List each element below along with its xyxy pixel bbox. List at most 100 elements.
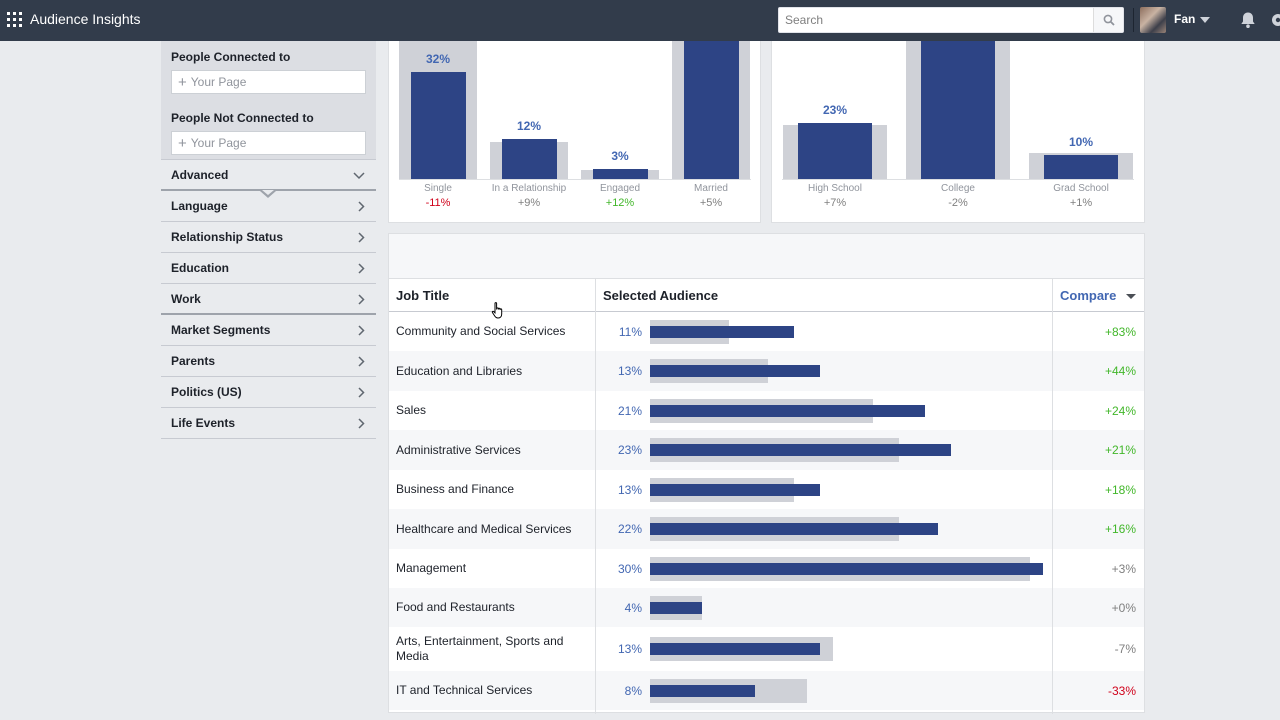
sidebar-item-politics[interactable]: Politics (US): [161, 377, 376, 408]
app-title[interactable]: Audience Insights: [30, 11, 141, 27]
sidebar-item-relationship-status[interactable]: Relationship Status: [161, 222, 376, 253]
connected-page-input[interactable]: + Your Page: [171, 70, 366, 94]
sidebar-item-parents[interactable]: Parents: [161, 346, 376, 377]
column-header-selected-audience[interactable]: Selected Audience: [603, 287, 719, 303]
table-row[interactable]: Healthcare and Medical Services 22% +16%: [389, 509, 1144, 549]
table-header: Job Title Selected Audience Compare: [389, 279, 1144, 312]
compare-value-cell: +83%: [1104, 324, 1136, 339]
sidebar-item-language[interactable]: Language: [161, 191, 376, 222]
job-title-panel: Job Title Selected Audience Compare Comm…: [388, 233, 1145, 714]
plus-icon: +: [178, 73, 187, 91]
search-input[interactable]: [779, 8, 1093, 32]
sidebar-item-label: Life Events: [171, 416, 236, 430]
audience-bar: [650, 684, 755, 697]
job-title-cell: Education and Libraries: [396, 363, 523, 378]
sidebar-item-label: Parents: [171, 354, 216, 368]
compare-value-cell: +3%: [1111, 561, 1136, 576]
chart-baseline: [399, 179, 751, 180]
table-row[interactable]: Community and Social Services 11% +83%: [389, 312, 1144, 351]
chevron-right-icon: [358, 293, 365, 305]
audience-bar[interactable]: [1044, 154, 1118, 179]
audience-bar[interactable]: [501, 138, 557, 179]
sidebar-item-label: Work: [171, 291, 201, 306]
audience-bar: [650, 601, 703, 614]
audience-bar: [650, 444, 952, 456]
table-row[interactable]: Administrative Services 23% +21%: [389, 430, 1144, 470]
connected-placeholder: Your Page: [190, 75, 247, 89]
profile-name[interactable]: Fan: [1174, 12, 1196, 26]
sidebar-item-market-segments[interactable]: Market Segments: [161, 315, 376, 346]
job-title-cell: Management: [396, 561, 467, 575]
bell-icon[interactable]: [1239, 11, 1257, 29]
audience-bar: [650, 404, 926, 417]
audience-bar[interactable]: [683, 41, 739, 179]
table-row[interactable]: IT and Technical Services 8% -33%: [389, 671, 1144, 710]
compare-dropdown[interactable]: Compare: [1060, 287, 1117, 303]
job-title-cell: Business and Finance: [396, 482, 515, 496]
bar-percent-label: 10%: [1068, 134, 1094, 149]
audience-percent-cell: 30%: [617, 561, 642, 576]
sidebar-item-education[interactable]: Education: [161, 253, 376, 284]
table-row[interactable]: Business and Finance 13% +18%: [389, 470, 1144, 509]
table-row[interactable]: Arts, Entertainment, Sports and Media 13%…: [389, 627, 1144, 671]
audience-percent-cell: 22%: [617, 522, 642, 536]
chevron-down-icon[interactable]: [1126, 294, 1136, 299]
divider: [1133, 8, 1134, 32]
table-row[interactable]: Management 30% +3%: [389, 549, 1144, 588]
sidebar-item-advanced[interactable]: Advanced: [161, 159, 376, 198]
compare-value-cell: +21%: [1104, 443, 1136, 457]
audience-percent-cell: 11%: [618, 324, 642, 339]
not-connected-page-input[interactable]: + Your Page: [171, 131, 366, 155]
job-title-cell: Sales: [396, 403, 427, 417]
audience-percent-cell: 23%: [617, 443, 642, 457]
bar-category-label: In a Relationship: [491, 183, 567, 194]
audience-bar: [650, 325, 795, 338]
audience-percent-cell: 13%: [617, 642, 642, 656]
chevron-down-icon[interactable]: [1200, 17, 1210, 23]
compare-value-cell: +44%: [1104, 364, 1136, 378]
job-title-cell: Administrative Services: [396, 442, 521, 457]
compare-value-cell: -33%: [1107, 683, 1136, 698]
chevron-right-icon: [358, 387, 365, 398]
search-icon: [1103, 14, 1115, 26]
compare-value-cell: +24%: [1104, 403, 1136, 418]
audience-bar: [650, 523, 939, 535]
bar-category-label: Married: [694, 183, 728, 194]
bar-difference-label: +1%: [1069, 197, 1093, 209]
chevron-right-icon: [358, 201, 365, 212]
not-connected-placeholder: Your Page: [190, 136, 247, 150]
audience-bar: [650, 483, 821, 496]
search-box: [778, 7, 1124, 33]
audience-bar[interactable]: [410, 71, 466, 179]
not-connected-label: People Not Connected to: [171, 111, 314, 125]
column-divider: [595, 279, 596, 714]
audience-bar[interactable]: [798, 122, 872, 179]
chevron-right-icon: [358, 418, 365, 429]
table-row[interactable]: Sales 21% +24%: [389, 391, 1144, 430]
audience-bar[interactable]: [921, 41, 995, 179]
top-bar: Audience Insights Fan: [0, 0, 1280, 41]
sidebar: People Connected to + Your Page People N…: [161, 41, 376, 439]
gear-icon[interactable]: [1269, 11, 1280, 29]
job-title-cell: Arts, Entertainment, Sports and Media: [396, 634, 564, 663]
avatar[interactable]: [1140, 7, 1166, 33]
sidebar-item-work[interactable]: Work: [161, 284, 376, 315]
table-row[interactable]: Education and Libraries 13% +44%: [389, 351, 1144, 391]
apps-grid-icon[interactable]: [7, 12, 22, 27]
bar-difference-label: +12%: [605, 197, 635, 209]
sidebar-item-life-events[interactable]: Life Events: [161, 408, 376, 439]
column-header-job-title[interactable]: Job Title: [396, 287, 450, 303]
sidebar-item-label: Market Segments: [171, 323, 271, 337]
search-button[interactable]: [1093, 8, 1123, 32]
table-row[interactable]: Food and Restaurants 4% +0%: [389, 588, 1144, 627]
compare-value-cell: +16%: [1104, 522, 1136, 536]
hand-cursor-icon: [491, 302, 503, 319]
plus-icon: +: [178, 134, 187, 152]
bar-category-label: High School: [808, 183, 862, 194]
audience-bar[interactable]: [592, 168, 648, 179]
audience-percent-cell: 13%: [617, 482, 642, 497]
bar-category-label: Single: [424, 183, 452, 194]
bar-percent-label: 23%: [822, 102, 848, 117]
bar-percent-label: 12%: [516, 118, 542, 133]
bar-difference-label: +9%: [517, 197, 541, 209]
